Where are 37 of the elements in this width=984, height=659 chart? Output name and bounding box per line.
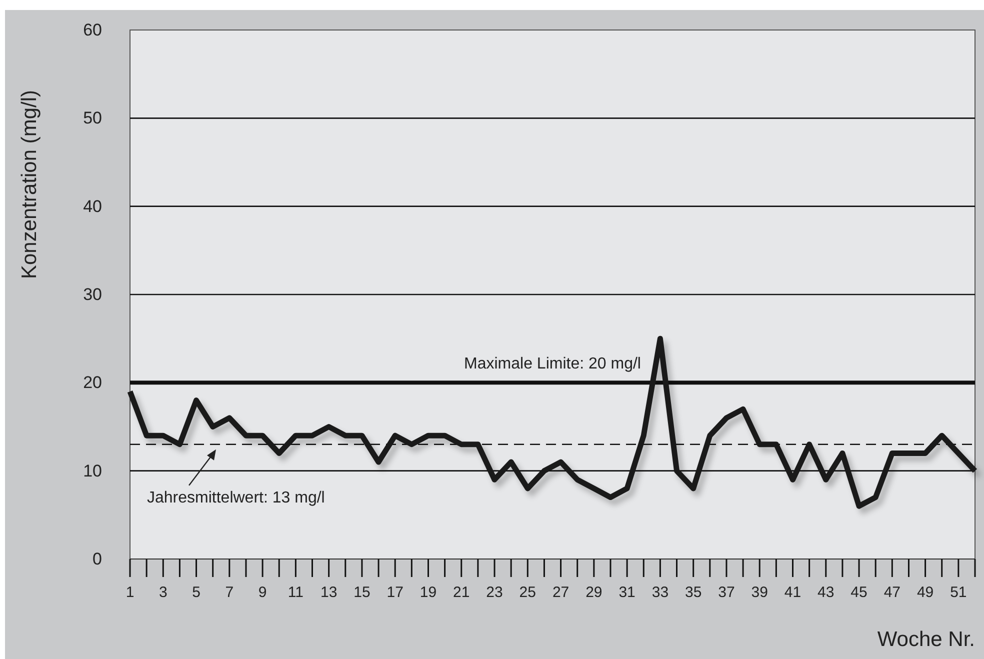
y-axis-title: Konzentration (mg/l): [18, 90, 41, 280]
y-tick-label: 50: [83, 108, 102, 128]
x-tick-label: 29: [586, 584, 602, 601]
x-tick-label: 37: [718, 584, 735, 601]
x-tick-label: 11: [288, 584, 304, 601]
x-tick-label: 7: [225, 584, 234, 601]
x-tick-label: 43: [818, 584, 834, 601]
x-tick-label: 41: [784, 584, 802, 601]
y-tick-label: 30: [83, 284, 102, 304]
x-tick-label: 51: [950, 584, 967, 601]
x-tick-label: 19: [420, 584, 437, 601]
y-tick-label: 10: [83, 461, 102, 480]
y-tick-label: 40: [83, 196, 102, 216]
x-tick-label: 5: [192, 584, 200, 601]
x-tick-label: 23: [486, 584, 503, 601]
x-tick-label: 15: [354, 584, 370, 601]
y-tick-label: 60: [83, 20, 102, 40]
x-tick-label: 1: [126, 584, 134, 601]
x-tick-label: 47: [884, 584, 900, 601]
x-tick-label: 13: [320, 584, 338, 601]
x-tick-label: 21: [453, 584, 470, 601]
x-tick-label: 35: [684, 584, 702, 601]
x-tick-label: 3: [158, 584, 168, 601]
x-tick-label: 25: [519, 584, 536, 601]
x-tick-label: 17: [386, 584, 404, 601]
y-tick-label: 0: [92, 549, 102, 568]
x-tick-label: 33: [652, 584, 669, 601]
x-axis-title: Woche Nr.: [877, 628, 975, 651]
x-tick-label: 9: [258, 584, 267, 601]
x-tick-label: 49: [916, 584, 934, 601]
x-tick-label: 39: [751, 584, 768, 601]
ref-line-label: Jahresmittelwert: 13 mg/l: [147, 489, 325, 506]
y-tick-label: 20: [83, 373, 102, 392]
ref-line-label: Maximale Limite: 20 mg/l: [464, 356, 641, 373]
x-tick-label: 45: [850, 584, 868, 601]
x-tick-label: 31: [618, 584, 636, 601]
x-tick-label: 27: [552, 584, 570, 601]
